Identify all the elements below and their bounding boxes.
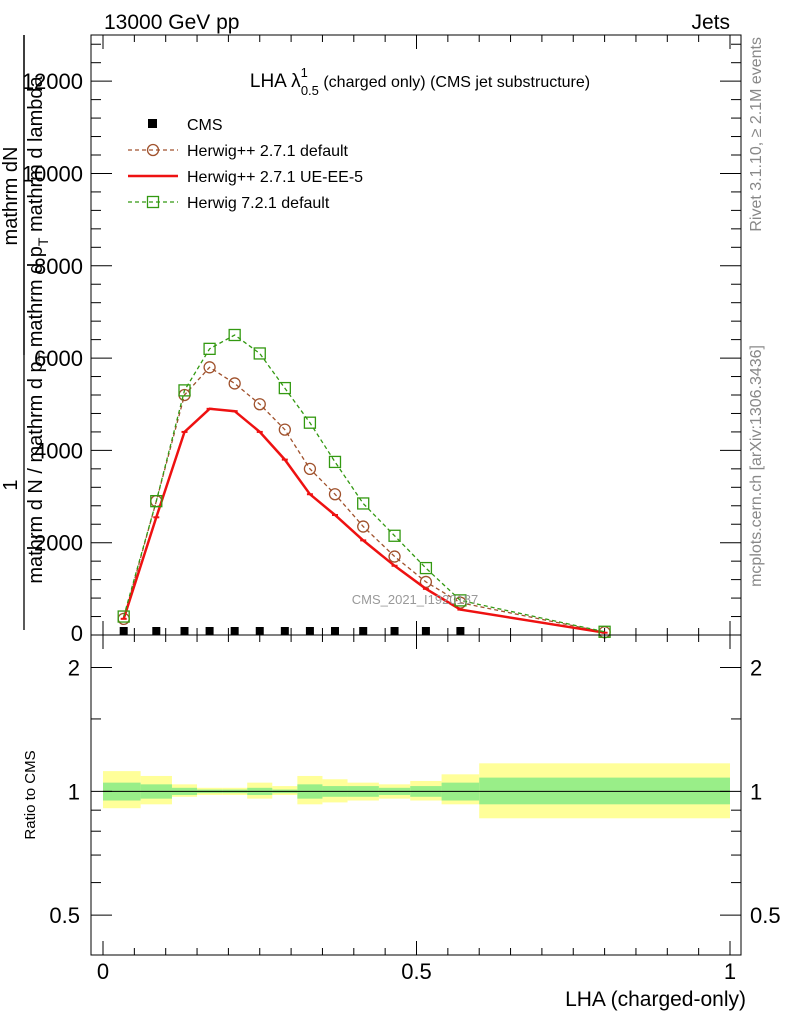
process-label: Jets bbox=[691, 11, 730, 34]
cms-data-point bbox=[280, 627, 289, 635]
ratio-ytick-label: 2 bbox=[68, 656, 80, 681]
series-line-1 bbox=[123, 366, 605, 633]
series-line-2 bbox=[122, 407, 605, 634]
herwig7-point bbox=[253, 347, 266, 360]
rivet-label: Rivet 3.1.10, ≥ 2.1M events bbox=[748, 37, 765, 232]
herwig7-point bbox=[303, 416, 317, 429]
ratio-frame bbox=[90, 634, 742, 956]
ratio-bands bbox=[103, 763, 730, 819]
ratio-ytick-label-right: 0.5 bbox=[750, 903, 781, 928]
cms-data-point bbox=[390, 627, 399, 635]
svg-text:Herwig++ 2.7.1 UE-EE-5: Herwig++ 2.7.1 UE-EE-5 bbox=[187, 169, 363, 186]
cms-data-point bbox=[230, 627, 239, 635]
ratio-ylabel: Ratio to CMS bbox=[22, 750, 39, 839]
main-ytick-label: 10000 bbox=[22, 161, 83, 186]
herwig-default-point bbox=[303, 462, 317, 475]
mcplots-label: mcplots.cern.ch [arXiv:1306.3436] bbox=[748, 345, 765, 587]
cms-data-point bbox=[255, 627, 264, 635]
main-ytick-label: 8000 bbox=[34, 254, 83, 279]
ratio-panel: 0.5 0.5 1 1 2 2 0 0.5 1 Ratio to CMS LHA (charge… bbox=[22, 634, 781, 1011]
herwig-default-point bbox=[357, 520, 370, 533]
herwig-default-point bbox=[388, 550, 401, 563]
svg-text:CMS: CMS bbox=[187, 117, 223, 134]
chart-title: LHA λ1 0.5 (charged only) (CMS jet substr… bbox=[250, 65, 590, 98]
cms-data-point bbox=[180, 627, 189, 635]
cms-data-point bbox=[119, 627, 128, 635]
legend-entry-cms: CMS bbox=[148, 117, 223, 134]
herwig-default-point bbox=[228, 377, 241, 390]
cms-data-point bbox=[205, 627, 214, 635]
x-tick-label: 0.5 bbox=[401, 959, 432, 984]
series-line-3 bbox=[123, 334, 605, 633]
herwig7-point bbox=[388, 529, 401, 542]
legend: CMS Herwig++ 2.7.1 default Herwig++ 2.7.… bbox=[128, 117, 363, 212]
main-panel: 2000 4000 6000 8000 10000 12000 0 LHA λ1 0.5 (c… bbox=[0, 34, 742, 646]
analysis-watermark: CMS_2021_I1920187 bbox=[352, 592, 479, 607]
ratio-ytick-label: 1 bbox=[68, 779, 80, 804]
cms-data-point bbox=[359, 627, 368, 635]
cms-data-point bbox=[330, 627, 339, 635]
ratio-ytick-label-right: 2 bbox=[750, 656, 762, 681]
svg-text:Herwig 7.2.1 default: Herwig 7.2.1 default bbox=[187, 195, 330, 212]
herwig7-point bbox=[278, 381, 291, 395]
main-ytick-label: 0 bbox=[71, 621, 83, 646]
legend-entry-herwig-ueee5: Herwig++ 2.7.1 UE-EE-5 bbox=[128, 169, 363, 186]
svg-text:Herwig++ 2.7.1 default: Herwig++ 2.7.1 default bbox=[187, 143, 349, 160]
x-tick-label: 0 bbox=[97, 959, 109, 984]
ratio-ytick-label: 0.5 bbox=[49, 903, 80, 928]
herwig7-point bbox=[228, 328, 241, 342]
herwig7-point bbox=[150, 495, 163, 508]
herwig7-point bbox=[357, 497, 370, 510]
herwig7-point bbox=[419, 561, 433, 575]
main-ylabel: 1 mathrm dN mathrm d N / mathrm d pT mat… bbox=[0, 35, 51, 630]
main-ytick-label: 4000 bbox=[34, 438, 83, 463]
herwig7-point bbox=[178, 384, 191, 397]
herwig-default-point bbox=[328, 488, 342, 501]
herwig-default-point bbox=[278, 423, 291, 436]
herwig7-point bbox=[203, 342, 216, 355]
main-ytick-label: 12000 bbox=[22, 69, 83, 94]
energy-label: 13000 GeV pp bbox=[104, 11, 239, 34]
cms-data-point bbox=[305, 627, 314, 635]
ratio-axes: 0.5 0.5 1 1 2 2 0 0.5 1 bbox=[49, 635, 781, 984]
cms-data-point bbox=[152, 627, 161, 635]
ylabel-one: 1 bbox=[0, 479, 22, 490]
herwig7-point bbox=[328, 455, 342, 469]
x-axis-label: LHA (charged-only) bbox=[565, 988, 746, 1011]
ylabel-numerator: mathrm dN bbox=[0, 147, 22, 246]
herwig7-point bbox=[117, 610, 130, 623]
x-tick-label: 1 bbox=[724, 959, 736, 984]
herwig-default-point bbox=[203, 361, 216, 374]
main-ytick-label: 2000 bbox=[34, 531, 83, 556]
ylabel-denominator: mathrm d N / mathrm d pT mathrm d pT mat… bbox=[25, 75, 51, 583]
cms-data-point bbox=[421, 627, 430, 635]
main-series bbox=[117, 328, 611, 639]
legend-entry-herwig-default: Herwig++ 2.7.1 default bbox=[128, 143, 349, 160]
cms-data-point bbox=[456, 627, 465, 635]
main-ytick-label: 6000 bbox=[34, 346, 83, 371]
ratio-ytick-label-right: 1 bbox=[750, 779, 762, 804]
herwig7-point bbox=[454, 594, 467, 607]
main-axes: 2000 4000 6000 8000 10000 12000 0 bbox=[22, 35, 741, 646]
herwig-default-point bbox=[253, 398, 266, 411]
legend-entry-herwig7: Herwig 7.2.1 default bbox=[128, 195, 330, 212]
